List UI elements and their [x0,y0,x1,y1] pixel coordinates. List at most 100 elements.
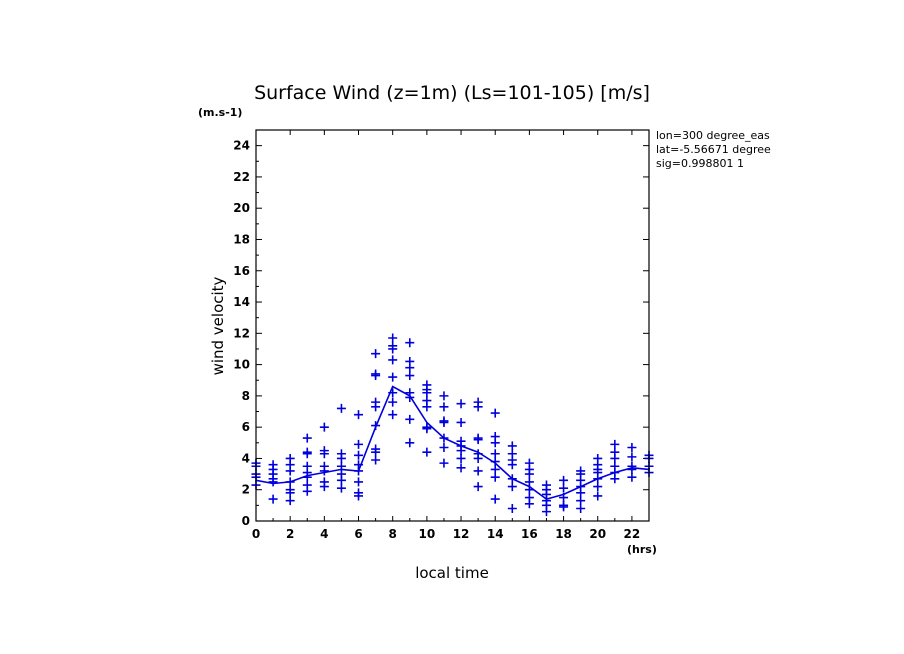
data-point-marker [610,439,620,449]
x-tick-label: 8 [389,527,397,541]
y-tick-label: 4 [242,451,250,465]
y-axis-label: wind velocity [209,276,227,375]
data-point-marker [473,435,483,445]
data-point-marker [319,422,329,432]
y-tick-label: 14 [233,295,250,309]
y-tick-label: 18 [233,232,250,246]
y-tick-label: 6 [242,420,250,434]
data-point-marker [627,472,637,482]
data-point-marker [319,449,329,459]
plot-marks [251,333,654,517]
data-point-marker [524,469,534,479]
data-point-marker [388,344,398,354]
data-point-marker [610,453,620,463]
data-point-marker [490,438,500,448]
chart-title: Surface Wind (z=1m) (Ls=101-105) [m/s] [254,82,650,104]
data-point-marker [473,482,483,492]
data-point-marker [593,491,603,501]
data-point-marker [302,486,312,496]
data-point-marker [627,452,637,462]
y-tick-label: 22 [233,170,250,184]
data-point-marker [507,460,517,470]
data-point-marker [388,372,398,382]
data-point-marker [302,449,312,459]
data-point-marker [490,472,500,482]
x-tick-label: 20 [589,527,606,541]
data-point-marker [576,496,586,506]
data-point-marker [336,403,346,413]
data-point-marker [593,482,603,492]
y-tick-label: 10 [233,358,250,372]
x-unit-label: (hrs) [627,543,657,556]
data-point-marker [405,392,415,402]
data-point-marker [507,441,517,451]
data-point-marker [524,477,534,487]
data-point-marker [268,494,278,504]
data-point-marker [354,439,364,449]
data-point-marker [319,482,329,492]
data-point-marker [405,371,415,381]
y-unit-label: (m.s-1) [198,106,242,119]
data-point-marker [371,349,381,359]
data-point-marker [456,453,466,463]
data-point-marker [439,458,449,468]
data-point-marker [507,482,517,492]
x-tick-label: 0 [252,527,260,541]
data-point-marker [371,371,381,381]
data-point-marker [559,483,569,493]
annotation-sig: sig=0.998801 1 [656,157,744,170]
data-point-marker [507,503,517,513]
y-tick-label: 2 [242,483,250,497]
data-point-marker [354,477,364,487]
data-point-marker [285,496,295,506]
data-point-marker [473,466,483,476]
x-tick-label: 6 [354,527,362,541]
x-axis-label: local time [415,564,489,582]
y-tick-label: 16 [233,264,250,278]
data-point-marker [490,464,500,474]
data-point-marker [388,397,398,407]
y-tick-label: 24 [233,139,250,153]
data-point-marker [388,355,398,365]
data-point-marker [422,424,432,434]
annotation-lat: lat=-5.56671 degree [656,143,771,156]
data-point-marker [405,438,415,448]
data-point-marker [302,433,312,443]
data-point-marker [354,450,364,460]
data-point-marker [371,455,381,465]
data-point-marker [524,499,534,509]
data-point-marker [354,491,364,501]
data-point-marker [285,488,295,498]
data-point-marker [490,408,500,418]
x-tick-label: 14 [487,527,504,541]
data-point-marker [439,391,449,401]
x-tick-label: 12 [453,527,470,541]
data-point-marker [576,488,586,498]
data-point-marker [354,410,364,420]
data-point-marker [456,463,466,473]
data-point-marker [627,442,637,452]
x-tick-label: 2 [286,527,294,541]
data-point-marker [422,402,432,412]
data-point-marker [285,466,295,476]
x-axis-ticks: 0 2 4 6 8 10 12 14 16 18 20 22 [252,130,640,541]
data-point-marker [473,402,483,412]
data-point-marker [336,483,346,493]
data-point-marker [439,417,449,427]
data-point-marker [490,449,500,459]
plot-frame [255,129,650,522]
data-point-marker [456,446,466,456]
data-point-marker [456,399,466,409]
mean-wind-line [255,385,650,500]
data-point-marker [336,475,346,485]
x-tick-label: 4 [320,527,328,541]
data-point-marker [422,447,432,457]
data-point-marker [541,507,551,517]
data-point-marker [559,502,569,512]
annotation-lon: lon=300 degree_eas [656,129,770,142]
data-point-marker [490,494,500,504]
data-point-marker [456,417,466,427]
data-point-marker [388,333,398,343]
data-point-marker [405,338,415,348]
